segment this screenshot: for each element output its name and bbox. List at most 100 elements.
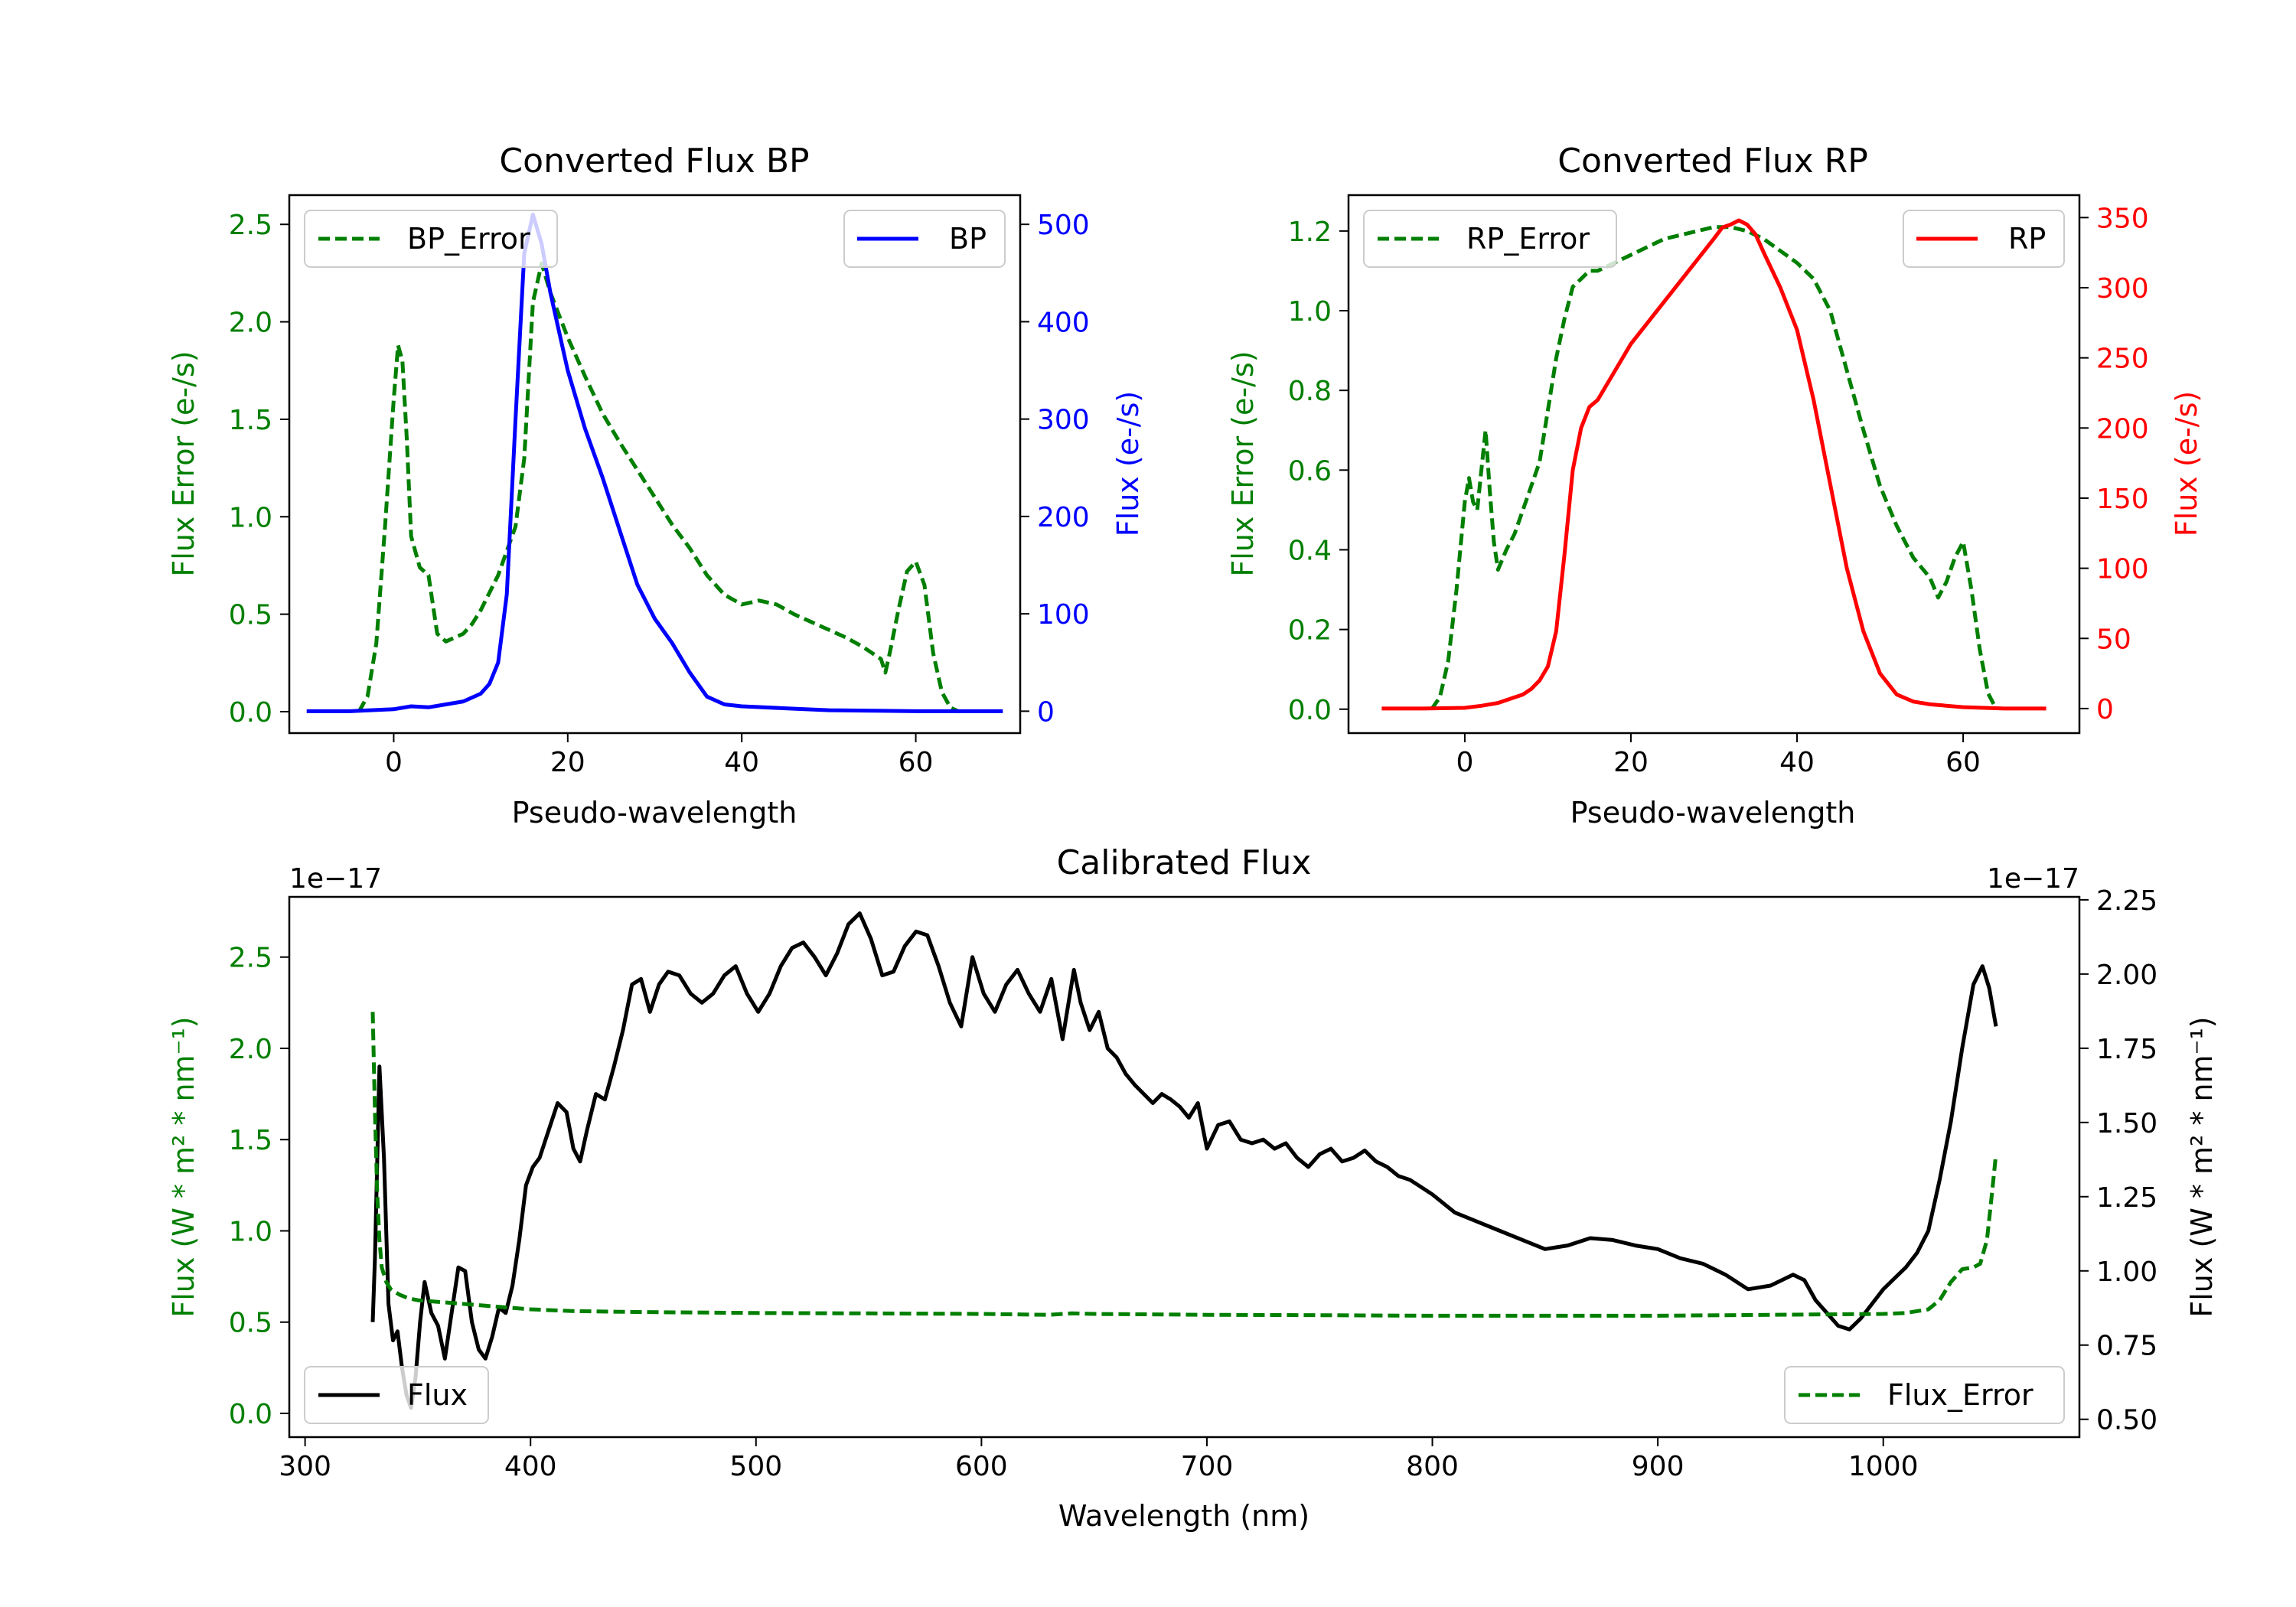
rp-x-ticks: 0 20 40 60 [1456, 733, 1981, 778]
rp-x-tick-label: 40 [1779, 747, 1815, 778]
bp-y-label-left: Flux Error (e-/s) [167, 350, 201, 576]
rp-x-label: Pseudo-wavelength [1570, 796, 1856, 830]
rp-y-right-tick-label: 100 [2096, 554, 2149, 585]
rp-y-label-left: Flux Error (e-/s) [1226, 350, 1260, 576]
bp-series-bp-error-line [357, 261, 960, 714]
bp-x-ticks: 0 20 40 60 [385, 733, 933, 778]
bp-legend-error[interactable]: BP_Error [304, 210, 558, 268]
rp-legend-error-box [1363, 210, 1617, 268]
bp-y-left-tick-label: 1.0 [229, 502, 272, 533]
rp-y-left-tick-label: 0.8 [1288, 376, 1332, 407]
calibrated-y-right-tick-label: 1.25 [2096, 1182, 2157, 1214]
rp-y-left-tick-label: 0.2 [1288, 615, 1332, 647]
calibrated-y-right-tick-label: 0.50 [2096, 1405, 2157, 1436]
calibrated-y-right-tick-label: 0.75 [2096, 1331, 2157, 1362]
rp-legend-flux[interactable]: RP [1903, 210, 2065, 268]
calibrated-axes-frame [288, 895, 2081, 1439]
calibrated-x-tick-label: 400 [504, 1451, 557, 1482]
calibrated-y-left-tick-label: 1.5 [229, 1125, 272, 1156]
bp-axes-frame [288, 194, 1022, 735]
bp-y-right-tick-label: 200 [1037, 502, 1090, 533]
bp-y-right-tick-label: 400 [1037, 307, 1090, 338]
calibrated-legend-flux-box [304, 1366, 489, 1424]
bp-legend-flux-box [843, 210, 1006, 268]
calibrated-series-flux-line [370, 911, 1998, 1410]
rp-axes-frame [1347, 194, 2081, 735]
bp-y-right-tick-label: 300 [1037, 405, 1090, 436]
calibrated-y-left-tick-label: 0.5 [229, 1308, 272, 1339]
rp-y-right-tick-label: 0 [2096, 694, 2114, 725]
calibrated-x-tick-label: 500 [729, 1451, 782, 1482]
calibrated-y-right-tick-label: 1.75 [2096, 1034, 2157, 1065]
bp-x-label: Pseudo-wavelength [512, 796, 797, 830]
rp-legend-flux-label: RP [2008, 222, 2046, 256]
calibrated-x-ticks: 300 400 500 600 700 800 900 1000 [279, 1437, 1919, 1482]
calibrated-x-tick-label: 300 [279, 1451, 331, 1482]
rp-y-left-tick-label: 1.0 [1288, 296, 1332, 328]
bp-title: Converted Flux BP [499, 142, 809, 181]
rp-y-left-tick-label: 0.4 [1288, 535, 1332, 566]
calibrated-series-flux-error-line [370, 1012, 1998, 1318]
calibrated-x-tick-label: 600 [955, 1451, 1008, 1482]
bp-y-left-tick-label: 2.5 [229, 210, 272, 241]
bp-legend-flux-label: BP [949, 222, 987, 256]
calibrated-x-label: Wavelength (nm) [1058, 1499, 1309, 1533]
rp-y-ticks-left: 0.0 0.2 0.4 0.6 0.8 1.0 1.2 [1288, 217, 1349, 726]
calibrated-legend-error-box [1784, 1366, 2065, 1424]
rp-y-left-tick-label: 0.0 [1288, 695, 1332, 726]
rp-x-tick-label: 60 [1945, 747, 1981, 778]
bp-y-right-tick-label: 500 [1037, 210, 1090, 241]
calibrated-legend-flux[interactable]: Flux [304, 1366, 489, 1424]
rp-x-tick-label: 20 [1613, 747, 1649, 778]
bp-x-tick-label: 20 [550, 747, 585, 778]
rp-series-layer [1381, 218, 2047, 711]
rp-y-right-tick-label: 350 [2096, 203, 2149, 234]
rp-legend-error-label: RP_Error [1466, 222, 1590, 256]
bp-legend-flux[interactable]: BP [843, 210, 1006, 268]
bp-subplot: Converted Flux BP 0 20 40 60 0.0 0.5 1.0 1.5 2.… [167, 142, 1145, 830]
bp-y-left-tick-label: 0.0 [229, 697, 272, 729]
rp-y-right-tick-label: 200 [2096, 413, 2149, 445]
calibrated-y-label-right: Flux (W * m² * nm⁻¹) [2185, 1016, 2219, 1317]
calibrated-x-tick-label: 800 [1406, 1451, 1459, 1482]
rp-subplot: Converted Flux RP 0 20 40 60 0.00.20.40.60.… [1226, 142, 2203, 830]
bp-y-ticks-right: 0 100 200 300 400 500 [1020, 210, 1090, 728]
bp-y-left-tick-label: 0.5 [229, 600, 272, 631]
calibrated-y-left-tick-label: 0.0 [229, 1399, 272, 1430]
calibrated-y-right-tick-label: 2.25 [2096, 885, 2157, 917]
bp-legend-error-box [304, 210, 558, 268]
calibrated-y-label-left: Flux (W * m² * nm⁻¹) [167, 1016, 201, 1317]
calibrated-y-left-tick-label: 2.0 [229, 1034, 272, 1065]
calibrated-y-left-tick-label: 1.0 [229, 1216, 272, 1247]
rp-legend-error[interactable]: RP_Error [1363, 210, 1617, 268]
calibrated-subplot: Calibrated Flux 300 400 500 600 700 800 900 100… [167, 843, 2219, 1533]
calibrated-y-left-tick-label: 2.5 [229, 943, 272, 974]
calibrated-y-ticks-right: 0.50 0.75 1.00 1.25 1.50 1.75 2.00 2.25 [2079, 885, 2157, 1436]
bp-y-left-tick-label: 1.5 [229, 405, 272, 436]
bp-y-ticks-left: 0.0 0.5 1.0 1.5 2.0 2.5 [229, 210, 289, 729]
rp-x-tick-label: 0 [1456, 747, 1473, 778]
calibrated-y-right-tick-label: 1.50 [2096, 1108, 2157, 1139]
calibrated-legend-error[interactable]: Flux_Error [1784, 1366, 2065, 1424]
bp-y-left-tick-label: 2.0 [229, 308, 272, 339]
rp-legend-flux-box [1903, 210, 2065, 268]
rp-series-rp-line [1381, 218, 2047, 711]
calibrated-legend-flux-label: Flux [407, 1378, 468, 1412]
bp-legend-error-label: BP_Error [407, 222, 530, 256]
rp-y-right-tick-label: 50 [2096, 624, 2131, 655]
calibrated-y-right-tick-label: 2.00 [2096, 960, 2157, 991]
calibrated-y-right-tick-label: 1.00 [2096, 1257, 2157, 1288]
bp-x-tick-label: 40 [724, 747, 759, 778]
calibrated-offset-left: 1e−17 [289, 863, 382, 895]
bp-y-label-right: Flux (e-/s) [1111, 391, 1145, 536]
rp-y-left-tick-label: 0.6 [1288, 455, 1332, 487]
calibrated-y-ticks-left: 0.0 0.5 1.0 1.5 2.0 2.5 [229, 943, 289, 1430]
rp-y-ticks-right: 0 50 100 150 200 250 300 350 [2079, 203, 2149, 725]
rp-y-right-tick-label: 150 [2096, 484, 2149, 515]
rp-series-rp-error-line [1430, 225, 1998, 711]
rp-y-right-tick-label: 300 [2096, 273, 2149, 305]
calibrated-legend-error-label: Flux_Error [1887, 1378, 2033, 1412]
bp-y-right-tick-label: 100 [1037, 599, 1090, 631]
rp-y-left-tick-label: 1.2 [1288, 217, 1332, 248]
calibrated-x-tick-label: 1000 [1848, 1451, 1919, 1482]
